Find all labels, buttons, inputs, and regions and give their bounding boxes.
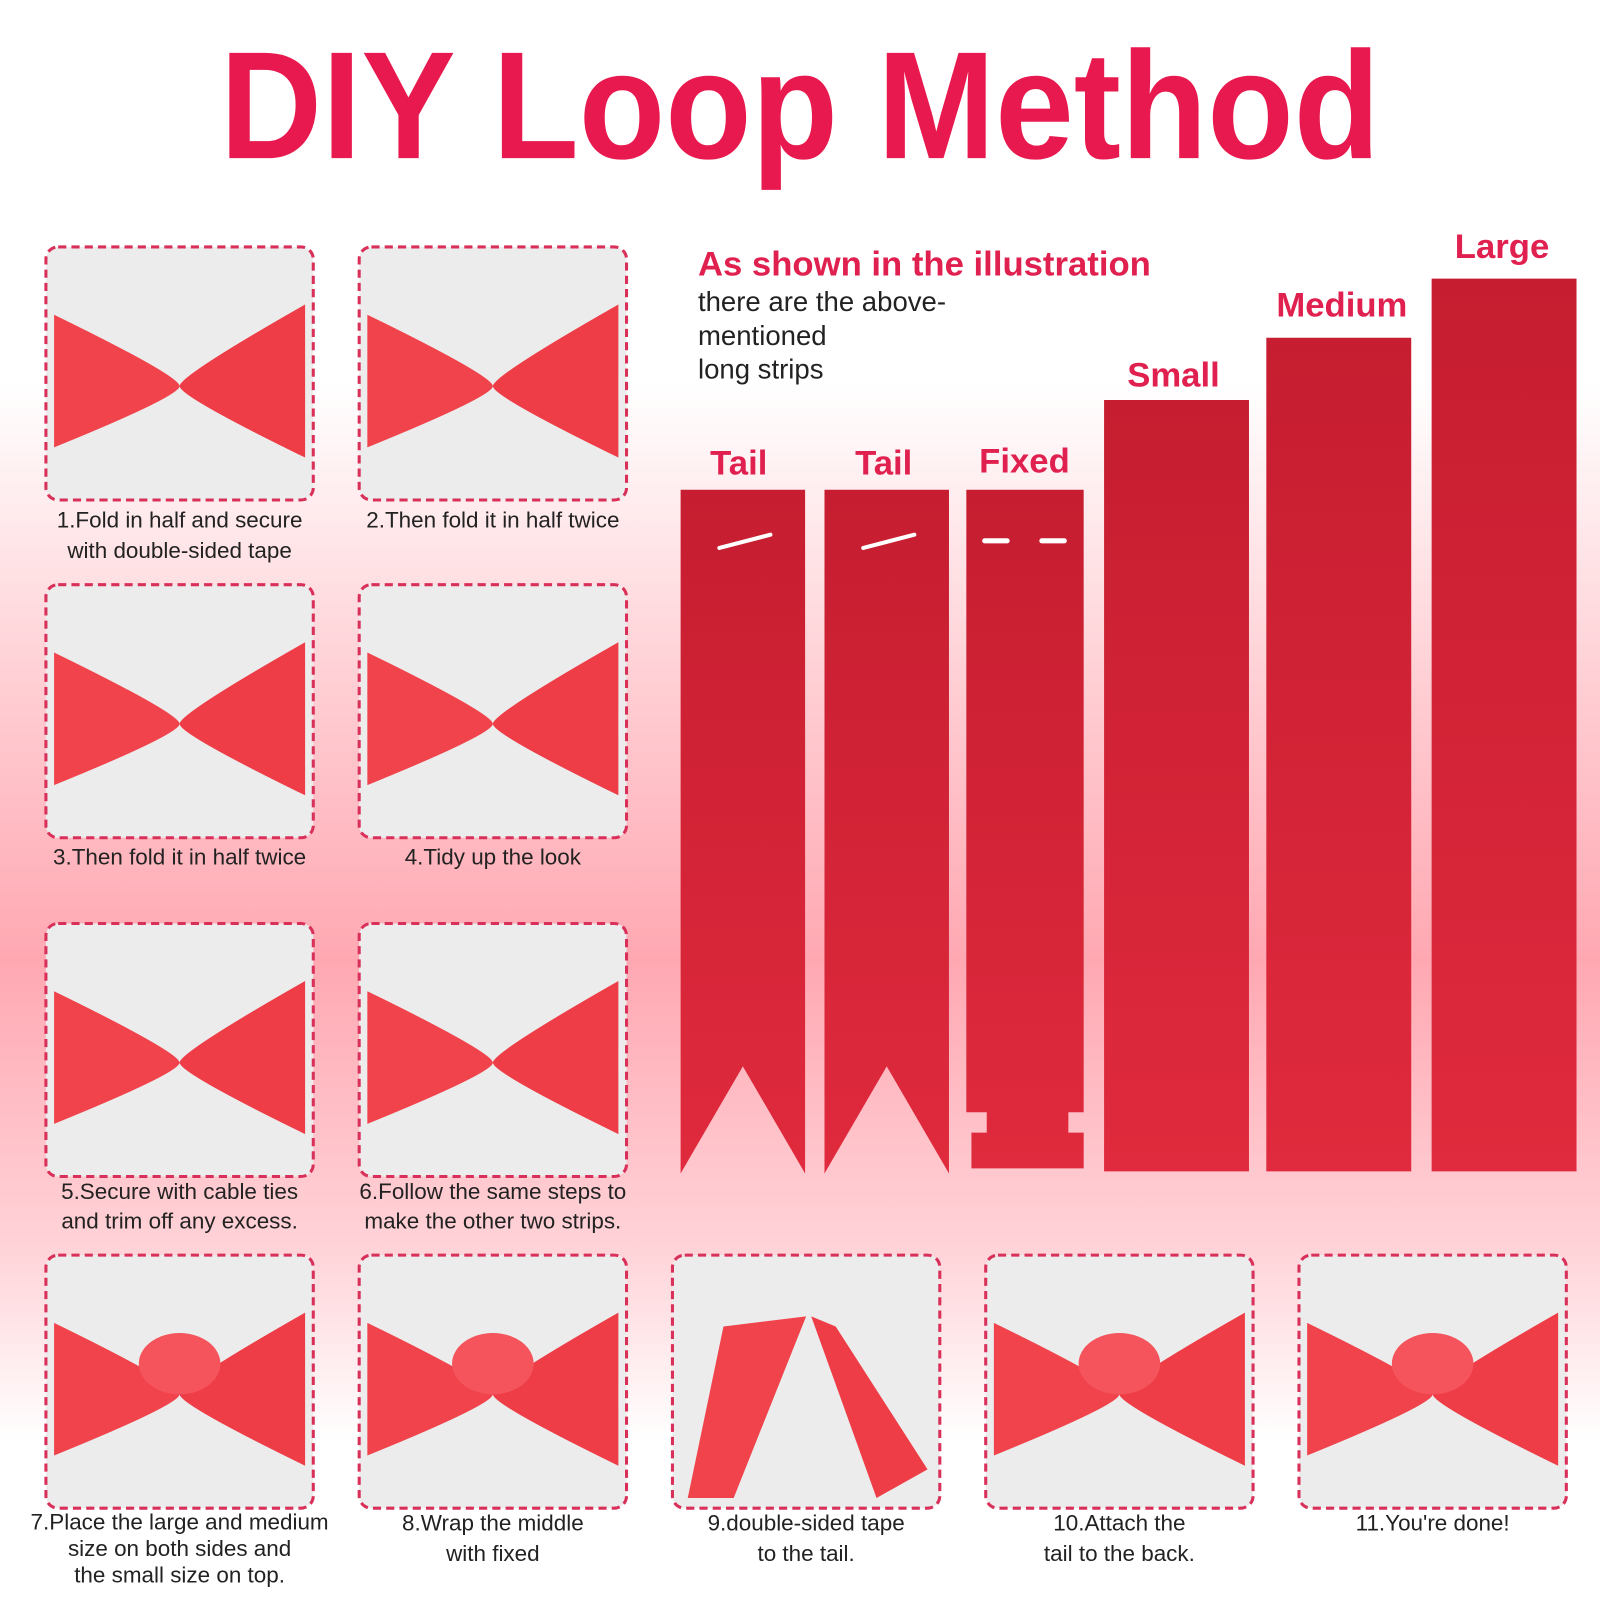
step-border [1297,1253,1568,1510]
step-caption: 4.Tidy up the look [405,844,582,869]
step: 6.Follow the same steps to make the other… [357,921,629,1234]
strip-label: Small [1127,357,1220,395]
photo-shape [367,652,493,786]
photo-shape [492,1312,619,1466]
intro-line: mentioned [698,320,827,351]
strip-label: Tail [710,444,767,482]
photo-shape [1078,1333,1161,1395]
step-caption: 7.Place the large and medium [31,1510,329,1535]
strip [966,489,1084,1169]
step-caption: 10.Attach the [1053,1511,1185,1536]
step-caption: 2.Then fold it in half twice [366,508,619,533]
strip-label: Fixed [979,442,1070,480]
photo-shape [54,652,180,786]
step-photo [359,584,627,838]
step-border [44,245,315,502]
step-caption: with double-sided tape [66,538,292,563]
photo-shape [1432,1312,1559,1466]
step-caption: make the other two strips. [364,1209,621,1234]
step-caption: and trim off any excess. [61,1209,298,1234]
photo-shape [492,981,619,1135]
step-caption: 8.Wrap the middle [402,1511,584,1536]
step-caption: to the tail. [757,1541,854,1566]
step-border [44,921,315,1179]
photo-shape [687,1316,807,1498]
step-border [357,583,629,840]
step-caption: with fixed [445,1541,540,1566]
step: 1.Fold in half and secure with double-sid… [44,245,315,563]
photo-shape [811,1316,928,1498]
photo-shape [367,991,493,1124]
photo-shape [179,304,306,458]
strip [1266,337,1412,1172]
step: 9.double-sided tape to the tail. [670,1253,942,1566]
step-photo [359,923,627,1177]
title: DIY Loop Method [220,20,1380,191]
strip-label: Large [1455,228,1549,266]
photo-shape [54,1322,180,1456]
step-caption: 5.Secure with cable ties [61,1179,298,1204]
intro-line: long strips [698,354,824,385]
step: 8.Wrap the middle with fixed [357,1253,629,1566]
strip [1431,278,1577,1172]
step-border [670,1253,942,1510]
step: 5.Secure with cable ties and trim off any… [44,921,315,1234]
step-border [357,1253,629,1510]
intro-line: there are the above- [698,286,946,317]
steps: 1.Fold in half and secure with double-sid… [31,245,1568,1588]
photo-shape [1391,1333,1474,1395]
step-caption: the small size on top. [74,1563,285,1588]
photo-shape [54,314,180,448]
step-caption: tail to the back. [1044,1541,1195,1566]
strip-slit [717,532,773,550]
step-border [44,1253,315,1510]
step-border [357,921,629,1179]
step-caption: 6.Follow the same steps to [359,1179,626,1204]
step-border [984,1253,1255,1510]
photo-shape [179,642,306,796]
strip [1104,400,1249,1172]
step-caption: 11.You're done! [1356,1511,1510,1536]
strip-label: Tail [855,444,912,482]
strip-label: Medium [1276,286,1407,324]
step-photo [45,246,314,500]
photo-shape [993,1322,1120,1456]
step-photo [45,923,314,1177]
photo-shape [367,314,493,448]
step-border [357,245,629,502]
step: 4.Tidy up the look [357,583,629,869]
step-photo [359,246,627,500]
strip [824,489,949,1174]
step-caption: 3.Then fold it in half twice [53,844,306,869]
step-photo [45,584,314,838]
step-caption: 9.double-sided tape [708,1511,905,1536]
strip [680,489,806,1174]
step: 11.You're done! [1297,1253,1568,1536]
photo-shape [138,1333,221,1395]
photo-shape [179,981,306,1135]
photo-shape [452,1333,534,1395]
step: 3.Then fold it in half twice [44,583,315,869]
photo-shape [1307,1322,1433,1456]
intro-heading: As shown in the illustration [698,246,1151,284]
step-border [44,583,315,840]
step-caption: 1.Fold in half and secure [57,508,303,533]
photo-shape [179,1312,306,1466]
photo-shape [1119,1312,1245,1466]
strip-slit [861,532,917,550]
photo-shape [54,991,180,1124]
photo-shape [492,642,619,796]
step-caption: size on both sides and [68,1536,291,1561]
strips: Tail Tail Fixed Small Medium Large [680,228,1577,1174]
step: 10.Attach the tail to the back. [984,1253,1255,1566]
photo-shape [492,304,619,458]
photo-shape [367,1322,493,1456]
step: 2.Then fold it in half twice [357,245,629,533]
